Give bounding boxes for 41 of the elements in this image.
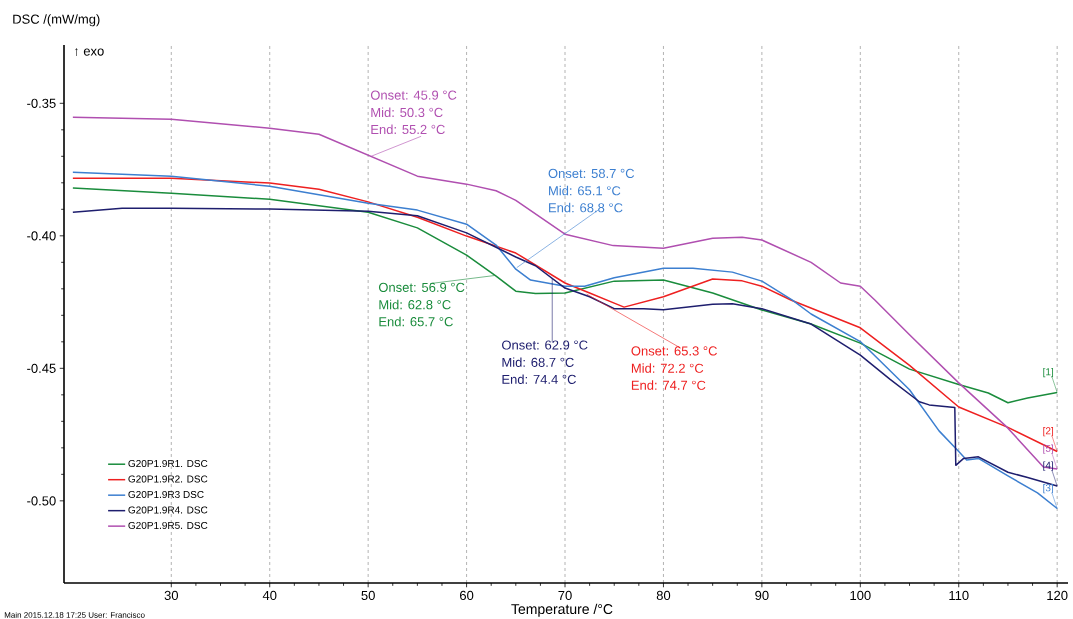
y-tick-label: -0.35 — [27, 98, 56, 108]
annotation: ↑ exo — [74, 48, 104, 56]
annotation: Onset: 58.7 °C — [548, 168, 635, 179]
y-tick-label: -0.45 — [27, 363, 56, 373]
annotation: Mid: 72.2 °C — [631, 363, 704, 373]
x-tick-label: 80 — [656, 590, 671, 601]
annotation: Onset: 65.3 °C — [631, 346, 717, 356]
annotation: [2] — [1043, 427, 1054, 437]
y-axis-title: DSC /(mW/mg) — [13, 14, 100, 27]
x-tick-label: 120 — [1047, 590, 1068, 601]
x-tick-label: 100 — [850, 590, 871, 601]
annotation: Mid: 50.3 °C — [371, 107, 443, 118]
legend-label: G20P1.9R2. DSC — [128, 475, 208, 483]
annotation: End: 74.4 °C — [502, 374, 576, 384]
annotation: Mid: 65.1 °C — [549, 185, 621, 196]
annotation: [1] — [1043, 367, 1054, 378]
x-axis-title: Temperature /°C — [511, 603, 613, 617]
x-tick-label: 90 — [755, 590, 769, 601]
annotation: End: 74.7 °C — [631, 380, 706, 390]
annotation: Onset: 45.9 °C — [370, 90, 457, 100]
annotation: [3] — [1043, 484, 1054, 494]
legend-label: G20P1.9R1. DSC — [128, 459, 208, 468]
annotation: Onset: 62.9 °C — [502, 340, 588, 350]
annotation: Mid: 62.8 °C — [379, 299, 451, 310]
y-tick-label: -0.40 — [27, 231, 56, 241]
legend-label: G20P1.9R5. DSC — [128, 521, 208, 529]
annotation: End: 55.2 °C — [371, 124, 445, 135]
x-tick-label: 30 — [164, 590, 179, 601]
annotation: Mid: 68.7 °C — [502, 357, 574, 367]
y-tick-label: -0.50 — [27, 496, 56, 506]
text: Main 2015.12.18 17:25 User: Francisco — [4, 611, 145, 618]
annotation: Onset: 56.9 °C — [378, 282, 465, 292]
x-tick-label: 60 — [460, 590, 474, 601]
x-tick-label: 40 — [262, 590, 277, 601]
x-tick-label: 110 — [949, 590, 969, 601]
annotation: End: 68.8 °C — [549, 202, 623, 213]
x-tick-label: 50 — [361, 590, 375, 601]
legend-label: G20P1.9R3 DSC — [128, 490, 204, 499]
annotation: End: 65.7 °C — [379, 316, 453, 327]
x-tick-label: 70 — [558, 590, 572, 601]
legend-label: G20P1.9R4. DSC — [128, 506, 208, 514]
